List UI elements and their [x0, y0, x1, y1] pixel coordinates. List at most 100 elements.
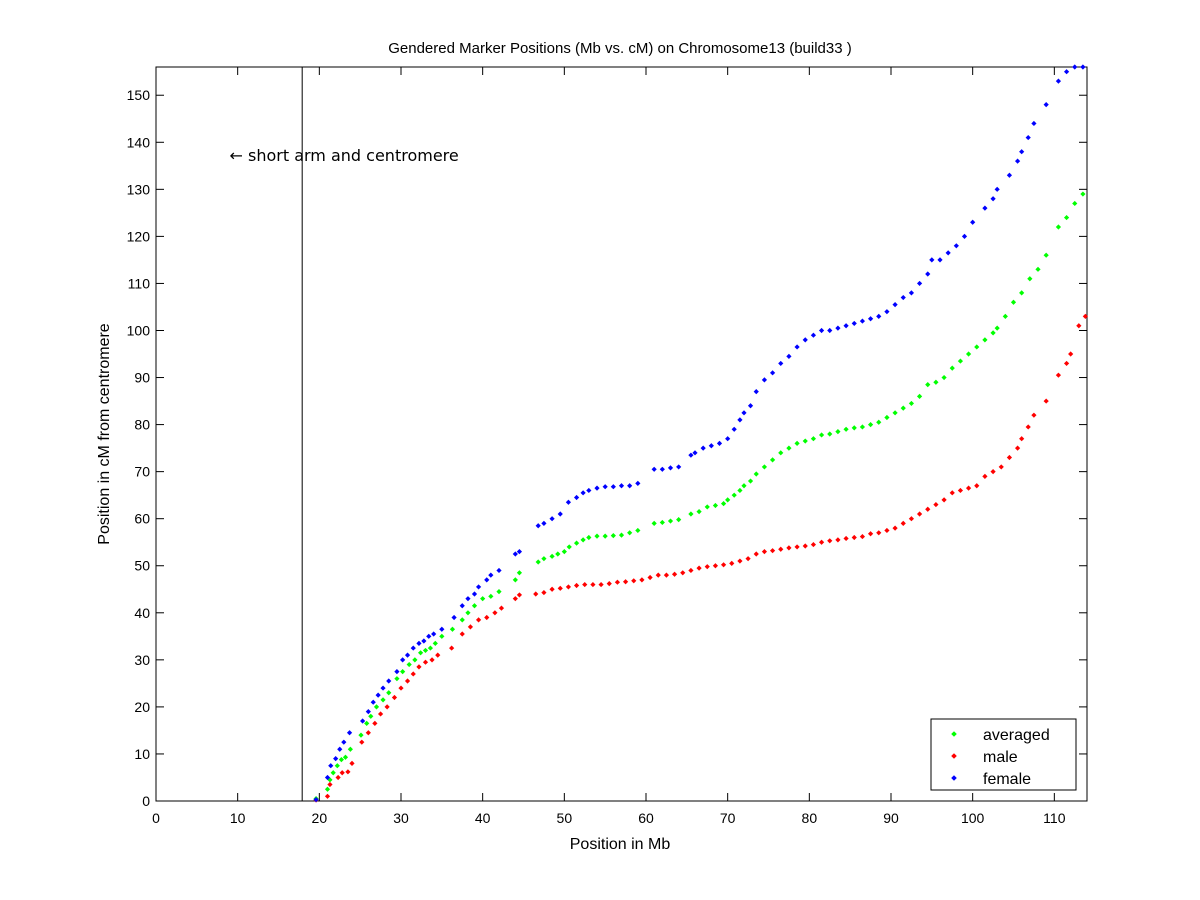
data-point-male	[1063, 360, 1070, 367]
data-point-averaged	[933, 379, 939, 385]
data-point-female	[1072, 64, 1078, 70]
y-tick-label: 120	[127, 228, 151, 244]
data-point-male	[345, 769, 351, 775]
y-tick-label: 70	[134, 464, 150, 480]
y-tick-label: 10	[134, 746, 150, 762]
data-point-averaged	[635, 527, 641, 534]
data-point-female	[1031, 120, 1037, 127]
data-point-female	[769, 370, 776, 376]
data-point-male	[1082, 313, 1088, 319]
data-point-female	[827, 327, 833, 334]
data-point-female	[512, 551, 518, 557]
data-point-female	[982, 205, 988, 211]
data-point-averaged	[471, 603, 478, 609]
data-point-averaged	[725, 497, 731, 503]
data-point-male	[449, 645, 455, 651]
data-point-averaged	[459, 617, 465, 623]
data-point-male	[647, 574, 653, 581]
data-point-averaged	[394, 676, 400, 682]
y-tick-label: 50	[134, 558, 150, 574]
data-point-averaged	[406, 661, 412, 668]
x-tick-label: 0	[152, 810, 160, 826]
data-point-male	[876, 530, 882, 536]
data-point-male	[512, 596, 518, 602]
data-point-female	[370, 699, 376, 705]
data-point-averaged	[627, 530, 633, 536]
data-point-male	[704, 564, 710, 570]
data-point-male	[916, 511, 923, 517]
data-point-male	[925, 506, 931, 512]
x-tick-label: 100	[961, 810, 985, 826]
data-point-male	[965, 485, 972, 491]
data-point-female	[700, 445, 706, 451]
x-axis-label: Position in Mb	[570, 836, 671, 853]
data-point-female	[1019, 149, 1025, 155]
data-point-averaged	[851, 425, 857, 431]
data-point-averaged	[422, 647, 429, 654]
data-point-averaged	[827, 431, 833, 437]
data-point-averaged	[720, 501, 727, 507]
data-point-male	[908, 516, 915, 522]
chart-title: Gendered Marker Positions (Mb vs. cM) on…	[388, 40, 852, 57]
data-point-female	[549, 516, 555, 522]
data-point-averaged	[586, 534, 592, 541]
data-point-averaged	[573, 540, 580, 546]
data-point-female	[725, 436, 731, 442]
data-point-male	[459, 631, 465, 637]
series-female	[313, 64, 1086, 803]
data-point-female	[818, 327, 825, 334]
data-point-female	[1063, 69, 1070, 75]
data-point-female	[586, 487, 592, 494]
data-point-male	[475, 617, 482, 623]
data-point-male	[949, 490, 955, 496]
x-tick-label: 30	[393, 810, 409, 826]
y-tick-label: 100	[127, 322, 151, 338]
data-point-averaged	[439, 633, 445, 639]
x-tick-label: 110	[1043, 810, 1066, 826]
data-point-female	[365, 709, 371, 715]
y-tick-label: 60	[134, 511, 150, 527]
data-point-female	[516, 549, 523, 555]
data-point-averaged	[1080, 191, 1086, 197]
data-point-averaged	[843, 426, 849, 432]
data-point-averaged	[688, 511, 694, 517]
data-point-averaged	[1035, 266, 1041, 272]
data-point-male	[516, 592, 523, 598]
x-tick-label: 50	[557, 810, 573, 826]
data-point-female	[731, 426, 737, 432]
data-point-female	[426, 633, 432, 639]
data-point-averaged	[900, 405, 906, 411]
data-point-averaged	[580, 537, 586, 543]
data-point-averaged	[982, 337, 988, 343]
data-point-averaged	[338, 756, 344, 763]
data-point-averaged	[994, 325, 1000, 331]
data-point-averaged	[594, 533, 600, 539]
data-point-female	[465, 596, 471, 602]
data-point-female	[496, 567, 502, 574]
data-point-male	[339, 770, 345, 776]
data-point-female	[688, 452, 694, 458]
data-point-male	[745, 556, 751, 562]
data-point-averaged	[704, 504, 710, 510]
data-point-averaged	[427, 645, 433, 651]
data-point-male	[422, 659, 429, 665]
data-point-female	[565, 499, 572, 505]
data-point-male	[892, 525, 898, 531]
data-point-female	[778, 360, 784, 367]
data-point-male	[598, 581, 604, 588]
data-point-male	[998, 464, 1004, 470]
data-point-female	[333, 756, 339, 762]
data-point-male	[1055, 372, 1062, 378]
data-point-averaged	[941, 374, 947, 381]
data-point-female	[557, 511, 563, 517]
axis-ticks	[155, 67, 1087, 802]
data-point-averaged	[957, 358, 964, 364]
data-point-averaged	[769, 457, 776, 463]
data-point-male	[900, 520, 906, 526]
data-point-female	[488, 572, 494, 578]
data-point-female	[929, 257, 935, 263]
data-point-averaged	[925, 381, 931, 388]
data-point-averaged	[386, 690, 392, 696]
data-point-male	[1019, 436, 1025, 442]
data-point-male	[614, 579, 621, 585]
